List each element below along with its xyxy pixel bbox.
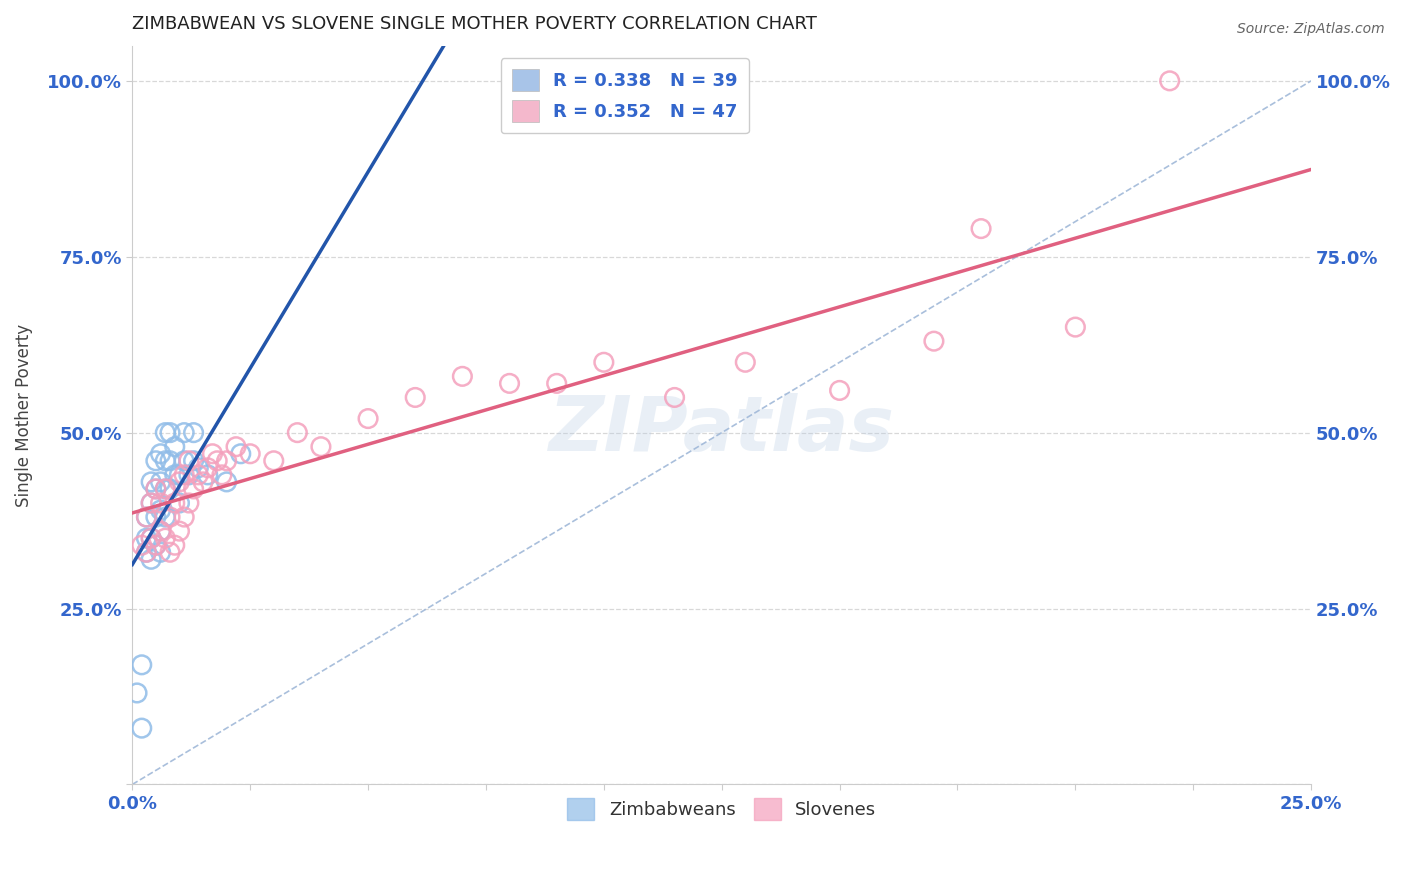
Point bbox=[155, 510, 177, 524]
Point bbox=[546, 376, 568, 391]
Point bbox=[141, 552, 163, 566]
Point bbox=[141, 475, 163, 489]
Point bbox=[155, 482, 177, 496]
Point bbox=[197, 460, 219, 475]
Point bbox=[163, 538, 186, 552]
Point bbox=[215, 454, 238, 468]
Point bbox=[169, 475, 191, 489]
Point bbox=[149, 524, 172, 538]
Point bbox=[149, 503, 172, 517]
Point bbox=[177, 454, 200, 468]
Point bbox=[1159, 74, 1181, 88]
Point bbox=[159, 545, 181, 559]
Point bbox=[828, 384, 851, 398]
Point bbox=[211, 467, 233, 482]
Point bbox=[225, 440, 247, 454]
Point bbox=[131, 538, 153, 552]
Point bbox=[191, 475, 214, 489]
Point bbox=[173, 467, 195, 482]
Point bbox=[145, 482, 167, 496]
Point bbox=[664, 391, 686, 405]
Point bbox=[163, 467, 186, 482]
Point bbox=[357, 411, 380, 425]
Point bbox=[187, 460, 209, 475]
Point bbox=[159, 510, 181, 524]
Point bbox=[155, 425, 177, 440]
Point bbox=[141, 531, 163, 545]
Point bbox=[183, 482, 205, 496]
Point bbox=[149, 447, 172, 461]
Point bbox=[135, 545, 157, 559]
Point bbox=[159, 425, 181, 440]
Point bbox=[187, 467, 209, 482]
Point bbox=[159, 454, 181, 468]
Point bbox=[239, 447, 262, 461]
Point bbox=[177, 496, 200, 510]
Point bbox=[135, 545, 157, 559]
Point bbox=[285, 425, 308, 440]
Point bbox=[173, 454, 195, 468]
Point bbox=[155, 531, 177, 545]
Point bbox=[135, 510, 157, 524]
Point bbox=[183, 454, 205, 468]
Point bbox=[592, 355, 614, 369]
Point bbox=[229, 447, 252, 461]
Point bbox=[201, 447, 224, 461]
Point bbox=[169, 467, 191, 482]
Point bbox=[131, 657, 153, 672]
Point bbox=[451, 369, 474, 384]
Point bbox=[163, 440, 186, 454]
Point bbox=[169, 524, 191, 538]
Point bbox=[125, 686, 148, 700]
Y-axis label: Single Mother Poverty: Single Mother Poverty bbox=[15, 324, 32, 507]
Point bbox=[177, 467, 200, 482]
Point bbox=[145, 538, 167, 552]
Text: ZIMBABWEAN VS SLOVENE SINGLE MOTHER POVERTY CORRELATION CHART: ZIMBABWEAN VS SLOVENE SINGLE MOTHER POVE… bbox=[132, 15, 817, 33]
Point bbox=[922, 334, 945, 348]
Point bbox=[149, 524, 172, 538]
Point bbox=[145, 482, 167, 496]
Point bbox=[169, 496, 191, 510]
Point bbox=[135, 510, 157, 524]
Point bbox=[404, 391, 426, 405]
Point bbox=[263, 454, 285, 468]
Point bbox=[155, 454, 177, 468]
Point bbox=[149, 475, 172, 489]
Point bbox=[155, 482, 177, 496]
Point bbox=[183, 425, 205, 440]
Point bbox=[135, 531, 157, 545]
Point bbox=[149, 496, 172, 510]
Point bbox=[145, 510, 167, 524]
Point bbox=[159, 482, 181, 496]
Point bbox=[145, 454, 167, 468]
Point bbox=[145, 538, 167, 552]
Point bbox=[734, 355, 756, 369]
Point bbox=[309, 440, 332, 454]
Point bbox=[1064, 320, 1087, 334]
Legend: Zimbabweans, Slovenes: Zimbabweans, Slovenes bbox=[560, 790, 883, 827]
Point bbox=[498, 376, 520, 391]
Point bbox=[141, 496, 163, 510]
Text: Source: ZipAtlas.com: Source: ZipAtlas.com bbox=[1237, 22, 1385, 37]
Point bbox=[131, 721, 153, 735]
Point bbox=[173, 425, 195, 440]
Point bbox=[173, 510, 195, 524]
Point bbox=[205, 454, 228, 468]
Point bbox=[141, 496, 163, 510]
Point bbox=[197, 467, 219, 482]
Text: ZIPatlas: ZIPatlas bbox=[548, 392, 894, 467]
Point bbox=[215, 475, 238, 489]
Point bbox=[141, 531, 163, 545]
Point bbox=[970, 221, 993, 235]
Point bbox=[163, 496, 186, 510]
Point bbox=[149, 545, 172, 559]
